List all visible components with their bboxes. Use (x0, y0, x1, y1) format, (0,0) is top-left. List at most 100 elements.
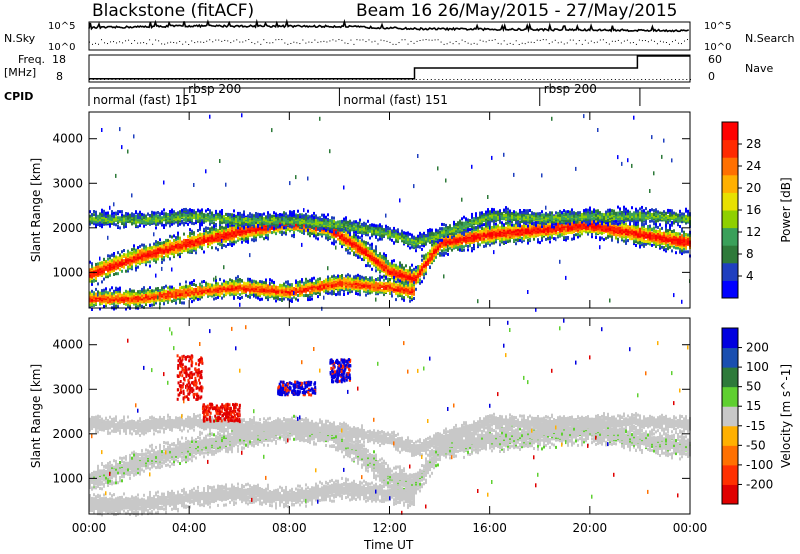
data-pixel (259, 289, 261, 293)
nave-dot (239, 79, 241, 80)
data-pixel (189, 281, 191, 285)
data-pixel (103, 277, 105, 281)
data-pixel (189, 228, 191, 232)
data-pixel (269, 225, 271, 229)
data-pixel (185, 213, 187, 217)
data-pixel (113, 305, 115, 309)
data-pixel (135, 217, 137, 221)
data-pixel (237, 217, 239, 221)
nave-dot (119, 79, 121, 80)
nave-dot (318, 79, 320, 80)
data-pixel (177, 235, 179, 239)
data-pixel (137, 216, 139, 219)
data-pixel (275, 225, 277, 228)
data-pixel (211, 228, 213, 232)
nsearch-dot (365, 41, 367, 43)
data-pixel (161, 257, 163, 261)
data-pixel (211, 246, 213, 250)
data-pixel (329, 284, 331, 288)
data-pixel (113, 294, 115, 297)
data-pixel (311, 291, 313, 294)
data-pixel (269, 292, 271, 296)
data-pixel (175, 301, 177, 305)
data-pixel (93, 273, 95, 277)
data-pixel (173, 239, 175, 243)
data-pixel (297, 214, 299, 218)
data-pixel (301, 291, 303, 295)
data-pixel (117, 287, 119, 291)
data-pixel (177, 216, 179, 219)
data-pixel (179, 290, 181, 294)
data-pixel (213, 293, 215, 297)
data-pixel (301, 287, 303, 291)
data-pixel (123, 259, 125, 263)
nave-dot (524, 79, 526, 80)
data-pixel (237, 238, 239, 242)
nsearch-dot (266, 42, 268, 44)
data-pixel (113, 211, 115, 215)
data-pixel (319, 292, 321, 296)
data-pixel (131, 214, 133, 218)
data-pixel (139, 213, 141, 217)
data-pixel (101, 267, 103, 271)
data-pixel (295, 283, 297, 287)
data-pixel (199, 211, 201, 215)
data-pixel (273, 296, 275, 300)
data-pixel (271, 214, 273, 218)
data-pixel (279, 227, 281, 231)
data-pixel (111, 292, 113, 296)
noise-pixel (293, 291, 295, 295)
data-pixel (303, 216, 305, 220)
data-pixel (117, 256, 119, 260)
nsearch-dot (287, 43, 289, 45)
data-pixel (189, 235, 191, 239)
data-pixel (159, 212, 161, 216)
data-pixel (317, 227, 319, 231)
data-pixel (231, 285, 233, 289)
data-pixel (273, 280, 275, 284)
data-pixel (153, 258, 155, 262)
data-pixel (161, 252, 163, 256)
data-pixel (235, 289, 237, 293)
data-pixel (177, 289, 179, 293)
data-pixel (319, 232, 321, 236)
data-pixel (313, 230, 315, 234)
data-pixel (175, 298, 177, 302)
data-pixel (89, 299, 91, 303)
data-pixel (195, 290, 197, 294)
data-pixel (149, 290, 151, 293)
data-pixel (245, 217, 247, 220)
nsearch-dot (296, 42, 298, 44)
data-pixel (209, 227, 211, 231)
data-pixel (183, 285, 185, 289)
noise-pixel (301, 242, 303, 247)
data-pixel (103, 267, 105, 271)
data-pixel (143, 288, 145, 292)
data-pixel (313, 234, 315, 238)
data-pixel (201, 295, 203, 299)
data-pixel (95, 265, 97, 269)
data-pixel (185, 207, 187, 211)
data-pixel (225, 292, 227, 296)
data-pixel (219, 210, 221, 214)
data-pixel (271, 285, 273, 289)
data-pixel (199, 236, 201, 240)
data-pixel (317, 282, 319, 285)
data-pixel (279, 292, 281, 296)
data-pixel (343, 240, 345, 244)
data-pixel (121, 210, 123, 214)
data-pixel (107, 266, 109, 270)
data-pixel (151, 246, 153, 250)
data-pixel (185, 241, 187, 245)
data-pixel (131, 292, 133, 296)
nsearch-dot (608, 43, 610, 45)
data-pixel (191, 218, 193, 222)
data-pixel (173, 287, 175, 291)
data-pixel (269, 215, 271, 219)
data-pixel (311, 297, 313, 301)
data-pixel (101, 218, 103, 222)
data-pixel (263, 217, 265, 221)
data-pixel (347, 248, 349, 252)
nsearch-dot (275, 39, 277, 41)
noise-pixel (99, 256, 101, 261)
